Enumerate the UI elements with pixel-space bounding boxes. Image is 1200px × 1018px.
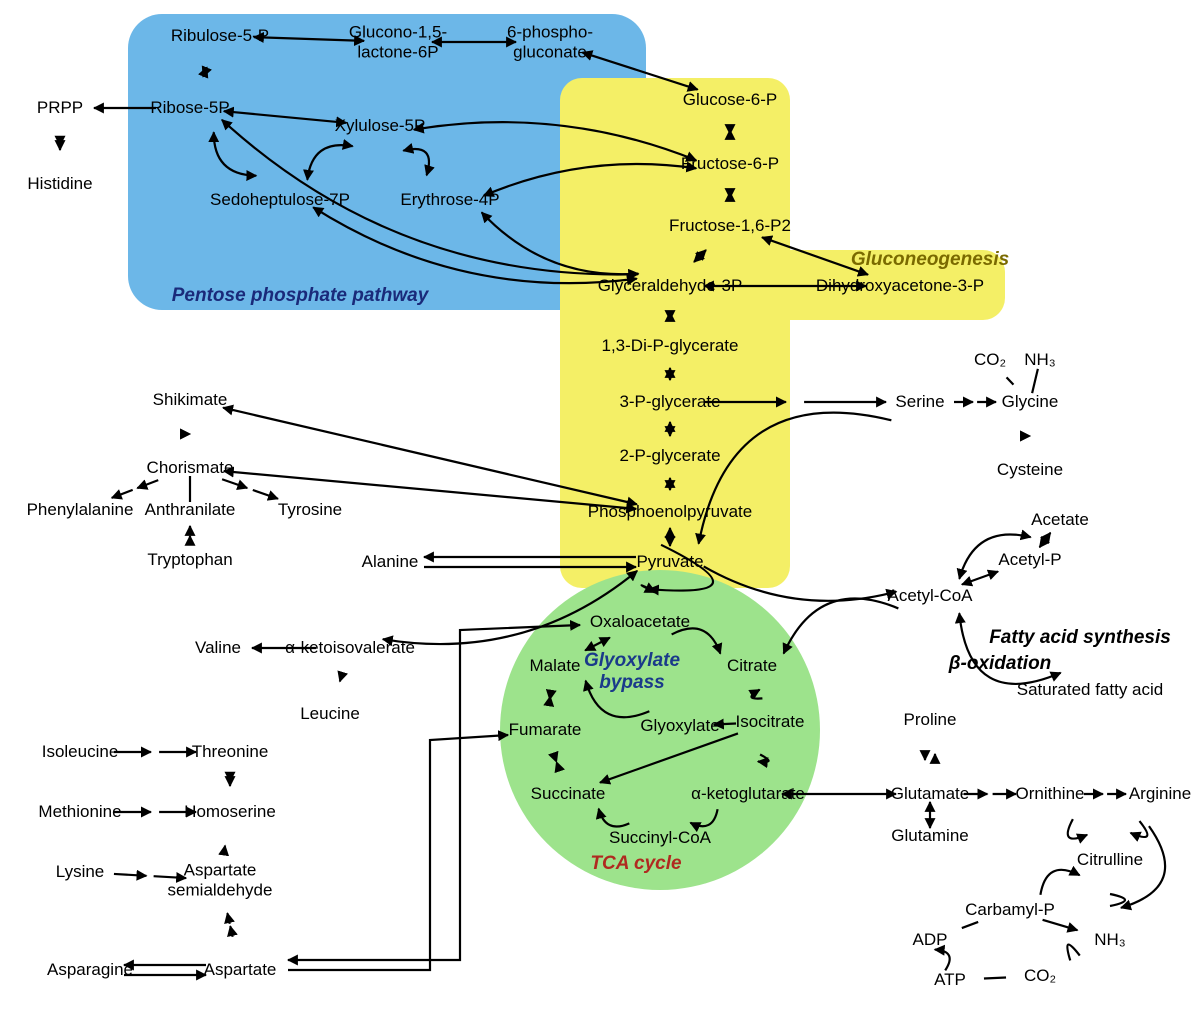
node-methionine: Methionine — [38, 802, 121, 822]
edge — [1131, 821, 1148, 837]
pathway-label-gluconeogenesis: Gluconeogenesis — [851, 249, 1009, 271]
node-isocitrate: Isocitrate — [736, 712, 805, 732]
node-glyoxylate: Glyoxylate — [640, 716, 719, 736]
node-dpg: 1,3-Di-P-glycerate — [602, 336, 739, 356]
node-sedoheptulose: Sedoheptulose-7P — [210, 190, 350, 210]
edge — [288, 735, 508, 970]
node-pyruvate: Pyruvate — [636, 552, 703, 572]
metabolic-pathway-diagram: Ribulose-5-P Glucono-1,5-lactone-6P 6-phos… — [0, 0, 1200, 1018]
node-succinylcoa: Succinyl-CoA — [609, 828, 711, 848]
node-glutamine: Glutamine — [891, 826, 968, 846]
edge — [137, 480, 158, 488]
pathway-label-glyoxylate: Glyoxylatebypass — [584, 650, 680, 694]
node-cysteine: Cysteine — [997, 460, 1063, 480]
node-homoserine: Homoserine — [184, 802, 276, 822]
node-xylulose5p: Xylulose-5P — [335, 116, 426, 136]
node-arginine: Arginine — [1129, 784, 1191, 804]
node-glucose6p: Glucose-6-P — [683, 90, 777, 110]
node-akiv: α-ketoisovalerate — [285, 638, 415, 658]
edge — [784, 599, 899, 654]
node-sixpg: 6-phospho-gluconate — [507, 22, 593, 61]
node-fructose6p: Fructose-6-P — [681, 154, 779, 174]
node-succinate: Succinate — [531, 784, 606, 804]
node-adp: ADP — [913, 930, 948, 950]
edge — [962, 572, 998, 585]
node-malate: Malate — [529, 656, 580, 676]
node-ribulose5p: Ribulose-5-P — [171, 26, 269, 46]
edge — [114, 874, 146, 876]
node-glycine: Glycine — [1002, 392, 1059, 412]
node-anthranilate: Anthranilate — [145, 500, 236, 520]
node-tryptophan: Tryptophan — [147, 550, 232, 570]
edge — [1032, 369, 1038, 393]
node-ribose5p: Ribose-5P — [150, 98, 229, 118]
node-fructose16p2: Fructose-1,6-P2 — [669, 216, 791, 236]
node-glucono: Glucono-1,5-lactone-6P — [349, 22, 447, 61]
node-atp: ATP — [934, 970, 966, 990]
edge — [1007, 377, 1014, 384]
node-ornithine: Ornithine — [1016, 784, 1085, 804]
node-citrate: Citrate — [727, 656, 777, 676]
node-lysine: Lysine — [56, 862, 105, 882]
edge — [935, 950, 950, 971]
node-alanine: Alanine — [362, 552, 419, 572]
node-dhap: Dihydroxyacetone-3-P — [816, 276, 984, 296]
edge — [984, 978, 1006, 979]
pathway-label-ppp: Pentose phosphate pathway — [172, 285, 429, 307]
node-proline: Proline — [904, 710, 957, 730]
pathway-label-beta_ox: β-oxidation — [949, 653, 1052, 675]
node-prpp: PRPP — [37, 98, 83, 118]
node-leucine: Leucine — [300, 704, 360, 724]
edge — [230, 926, 232, 937]
node-g3p: Glyceraldehyde-3P — [598, 276, 743, 296]
node-pg2: 2-P-glycerate — [619, 446, 720, 466]
node-acetate: Acetate — [1031, 510, 1089, 530]
node-carbamylp: Carbamyl-P — [965, 900, 1055, 920]
node-valine: Valine — [195, 638, 241, 658]
node-co2_bot: CO₂ — [1024, 966, 1056, 986]
node-acetylp: Acetyl-P — [998, 550, 1061, 570]
node-pg3: 3-P-glycerate — [619, 392, 720, 412]
edge — [253, 490, 278, 499]
node-glutamate: Glutamate — [891, 784, 969, 804]
node-citrulline: Citrulline — [1077, 850, 1143, 870]
edge — [962, 922, 978, 928]
edge — [1043, 920, 1078, 930]
node-shikimate: Shikimate — [153, 390, 228, 410]
node-nh3_top: NH₃ — [1024, 350, 1055, 370]
edge — [112, 490, 133, 498]
edge — [1068, 819, 1087, 838]
edge — [227, 913, 229, 924]
node-asparagine: Asparagine — [47, 960, 133, 980]
node-oxaloacetate: Oxaloacetate — [590, 612, 690, 632]
node-sfa: Saturated fatty acid — [1017, 680, 1163, 700]
node-fumarate: Fumarate — [509, 720, 582, 740]
pathway-label-fatty_synth: Fatty acid synthesis — [989, 627, 1171, 649]
node-isoleucine: Isoleucine — [42, 742, 119, 762]
node-tyrosine: Tyrosine — [278, 500, 342, 520]
edge — [222, 479, 247, 488]
edge — [1110, 894, 1125, 906]
edge — [1040, 870, 1079, 895]
node-histidine: Histidine — [27, 174, 92, 194]
node-nh3_bot: NH₃ — [1094, 930, 1125, 950]
node-akg: α-ketoglutarate — [691, 784, 805, 804]
node-acetylcoa: Acetyl-CoA — [887, 586, 972, 606]
node-pep: Phosphoenolpyruvate — [588, 502, 752, 522]
edge — [1067, 945, 1079, 961]
node-aspartate: Aspartate — [204, 960, 277, 980]
node-asp_semi: Aspartatesemialdehyde — [168, 860, 273, 899]
node-serine: Serine — [895, 392, 944, 412]
node-erythrose4p: Erythrose-4P — [400, 190, 499, 210]
edge — [1040, 533, 1051, 547]
node-phenylalanine: Phenylalanine — [27, 500, 134, 520]
node-chorismate: Chorismate — [147, 458, 234, 478]
pathway-label-tca: TCA cycle — [590, 853, 681, 875]
node-threonine: Threonine — [192, 742, 269, 762]
node-co2_top: CO₂ — [974, 350, 1006, 370]
